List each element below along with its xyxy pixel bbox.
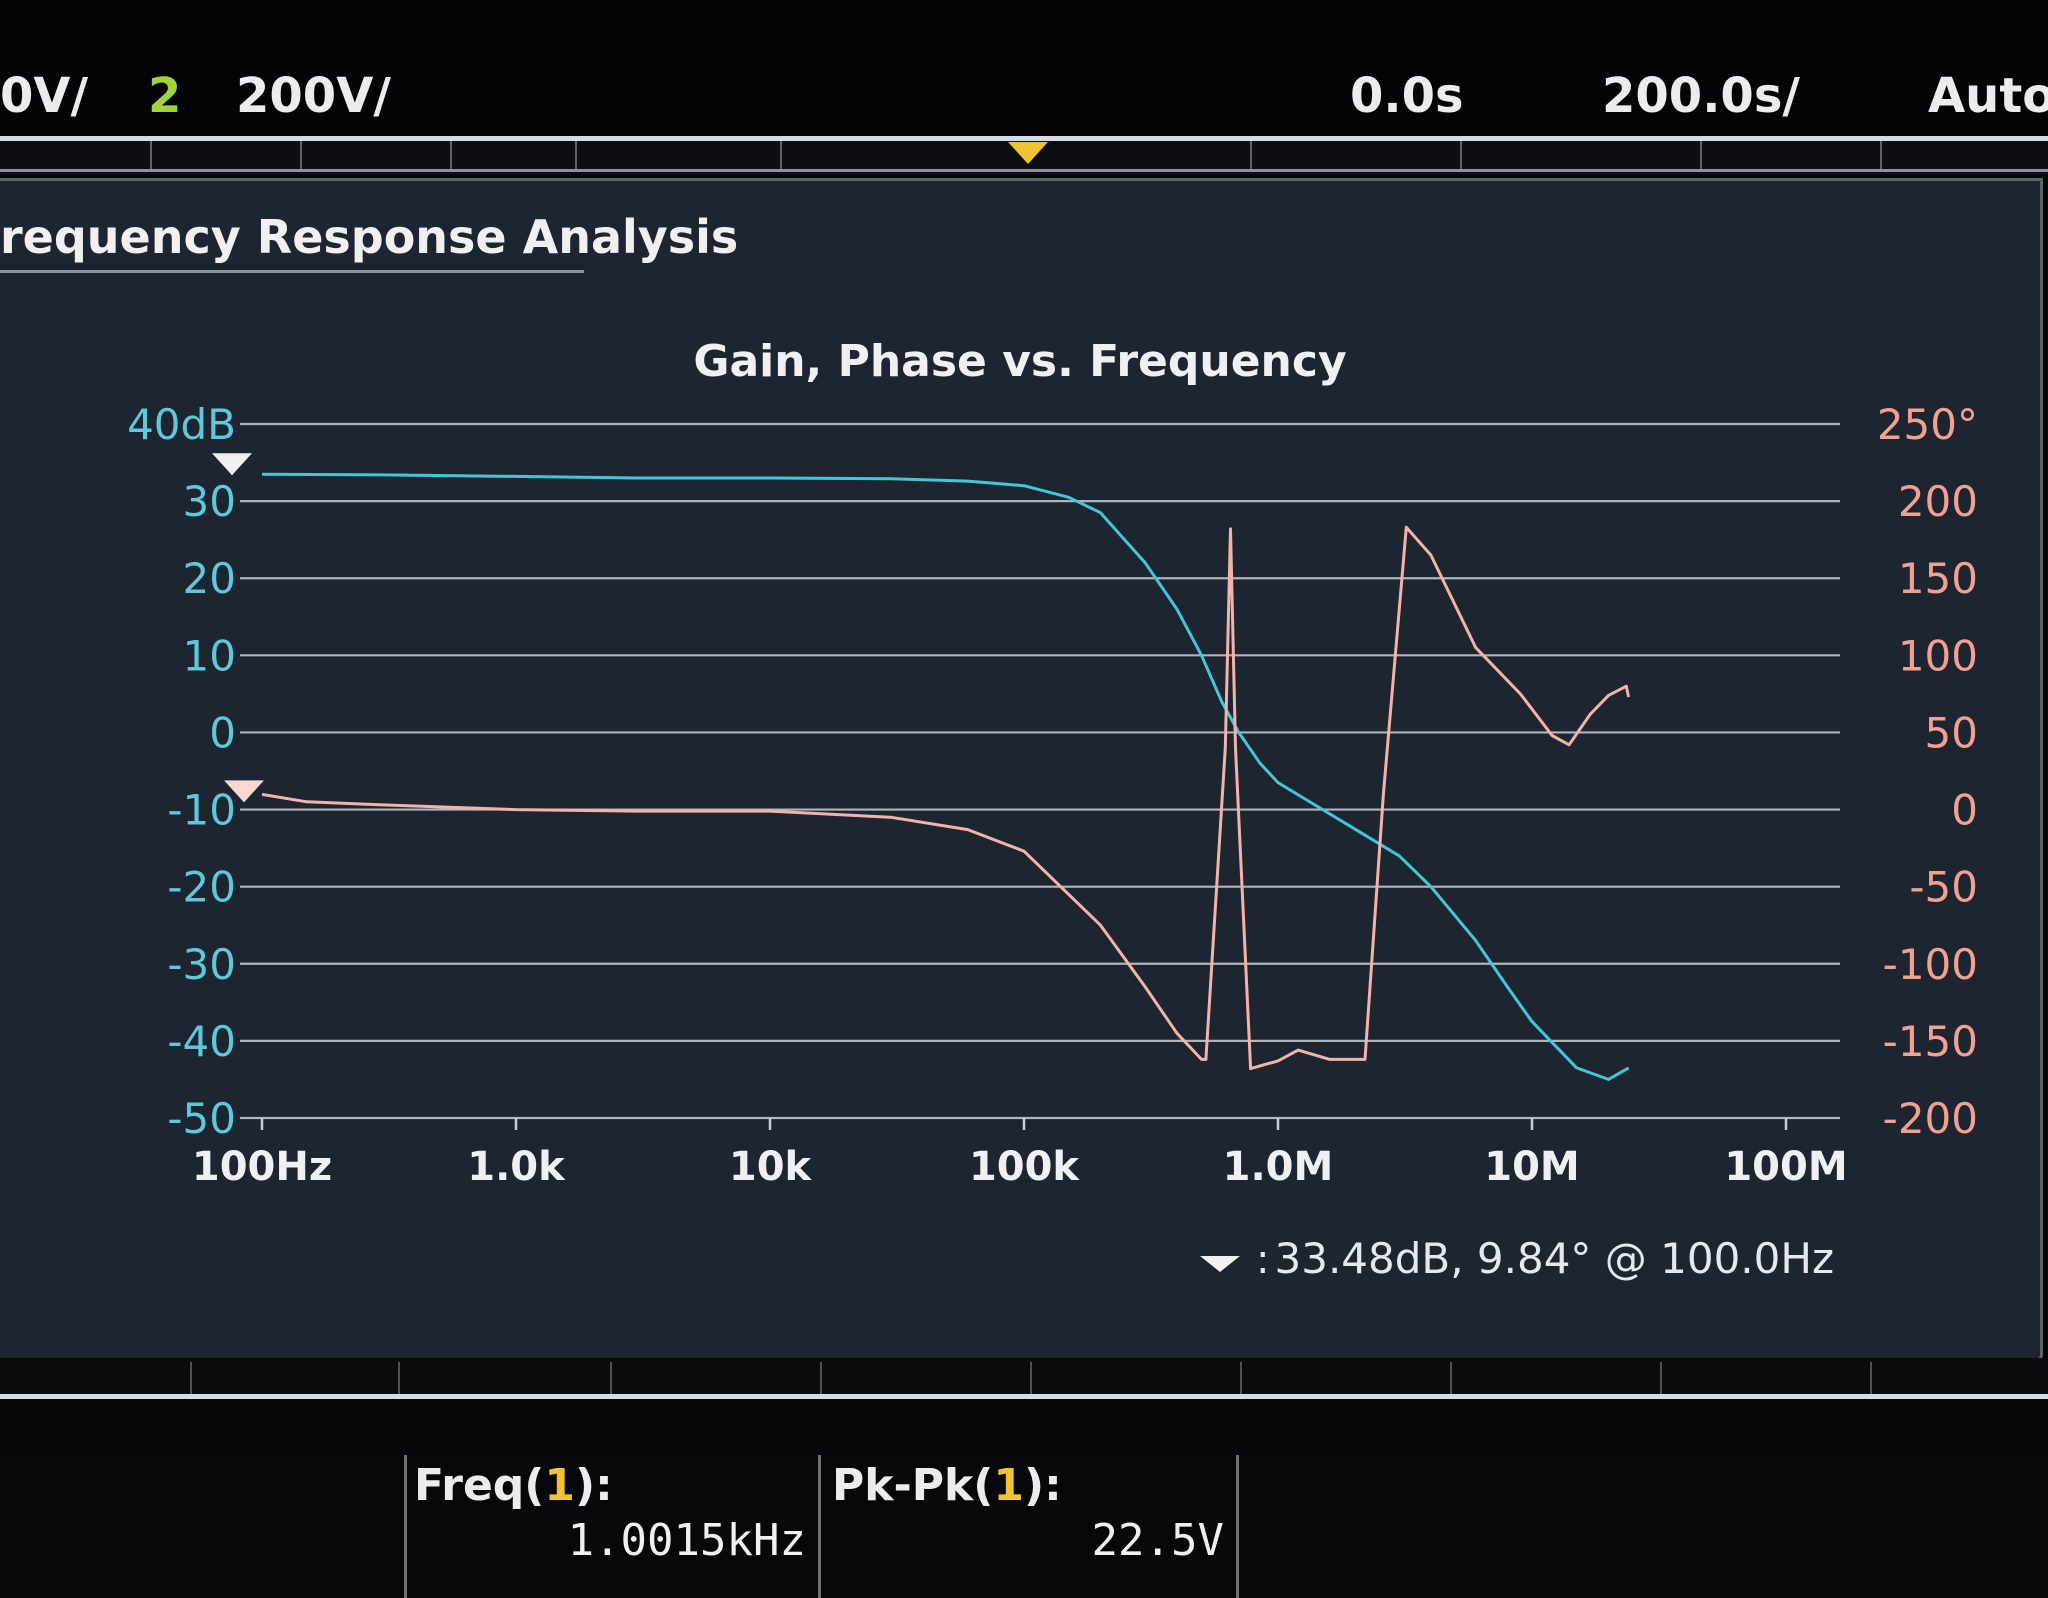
time-delay[interactable]: 0.0s [1350,68,1464,124]
ch2-number[interactable]: 2 [148,68,182,124]
phase-series-line [261,525,1631,1071]
marker-group [212,453,264,803]
left-tick-label: -50 [167,1094,236,1143]
measurement-divider [404,1455,407,1598]
strip-tick [1700,141,1702,169]
measurement-divider [1236,1455,1239,1598]
left-tick-label: -20 [167,863,236,912]
strip-baseline [0,169,2048,172]
time-scale[interactable]: 200.0s/ [1602,68,1800,124]
x-tick-label: 100Hz [192,1144,332,1190]
left-tick-label: 40dB [127,400,236,449]
left-tick-label: 10 [183,631,236,680]
strip-tick [150,141,152,169]
fra-panel [0,178,2043,1364]
strip-tick [1030,1362,1032,1394]
left-y-axis: 40dB 30 20 10 0 -10 -20 -30 -40 -50 [127,400,236,1143]
gain-marker-icon [212,453,252,476]
strip-tick [610,1362,612,1394]
strip-tick [300,141,302,169]
panel-title: requency Response Analysis [0,210,739,264]
lower-divider [0,1394,2048,1399]
x-tick-label: 10k [729,1144,813,1190]
marker-readout-icon [1200,1256,1240,1272]
left-tick-label: 30 [183,477,236,526]
x-tick-label: 1.0k [467,1144,566,1190]
trigger-position-marker[interactable] [1008,142,1048,164]
strip-tick [820,1362,822,1394]
left-tick-label: 0 [209,708,236,757]
right-tick-label: -50 [1909,863,1978,912]
right-tick-label: -100 [1883,940,1978,989]
grid-lines [240,422,1840,1120]
bode-chart: Gain, Phase vs. Frequency 100Hz 1.0k 10k 10… [127,336,1978,1283]
left-tick-label: -40 [167,1017,236,1066]
marker-readout: 33.48dB, 9.84° @ 100.0Hz [1275,1234,1835,1283]
strip-tick [575,141,577,169]
strip-tick [1250,141,1252,169]
panel-title-underline [0,270,584,273]
right-tick-label: -200 [1883,1094,1978,1143]
left-tick-label: -30 [167,940,236,989]
strip-tick [1880,141,1882,169]
x-tick-label: 100k [969,1144,1080,1190]
strip-tick [190,1362,192,1394]
right-tick-label: 150 [1898,554,1978,603]
measurement-pkpk-label[interactable]: Pk-Pk(1): [832,1460,1062,1511]
right-tick-label: 100 [1898,631,1978,680]
measurement-divider [818,1455,821,1598]
meas-label-suffix: ): [1024,1460,1062,1511]
right-tick-label: 0 [1951,786,1978,835]
status-bar: 0V/ 2 200V/ 0.0s 200.0s/ Auto [0,0,2048,140]
measurement-freq-label[interactable]: Freq(1): [414,1460,613,1511]
strip-tick [1460,141,1462,169]
top-divider [0,136,2048,141]
strip-tick [398,1362,400,1394]
meas-label-channel: 1 [993,1460,1025,1511]
right-tick-label: -150 [1883,1017,1978,1066]
x-axis: 100Hz 1.0k 10k 100k 1.0M 10M 100M [192,1118,1848,1190]
lower-scale-strip [0,1358,2048,1398]
left-tick-label: -10 [167,786,236,835]
gain-series-line [261,472,1630,1081]
marker-readout-separator: : [1256,1237,1269,1283]
meas-label-prefix: Freq( [414,1460,545,1511]
trigger-mode[interactable]: Auto [1928,68,2048,124]
strip-tick [1450,1362,1452,1394]
measurement-pkpk-value: 22.5V [1091,1515,1224,1566]
strip-tick [450,141,452,169]
strip-tick [1240,1362,1242,1394]
series-group [261,472,1631,1081]
right-y-axis: 250° 200 150 100 50 0 -50 -100 -150 -200 [1877,400,1978,1143]
x-tick-label: 10M [1484,1144,1579,1190]
right-tick-label: 250° [1877,400,1978,449]
right-tick-label: 50 [1925,708,1978,757]
phase-marker-icon [224,780,264,803]
meas-label-prefix: Pk-Pk( [832,1460,994,1511]
meas-label-suffix: ): [575,1460,613,1511]
ch1-scale[interactable]: 0V/ [0,68,89,124]
measurement-bar [0,1455,2048,1598]
strip-tick [1870,1362,1872,1394]
chart-title: Gain, Phase vs. Frequency [693,336,1346,387]
x-tick-label: 1.0M [1223,1144,1334,1190]
x-tick-label: 100M [1724,1144,1847,1190]
left-tick-label: 20 [183,554,236,603]
right-tick-label: 200 [1898,477,1978,526]
strip-tick [780,141,782,169]
ch2-scale[interactable]: 200V/ [236,68,391,124]
meas-label-channel: 1 [544,1460,576,1511]
strip-tick [1660,1362,1662,1394]
measurement-freq-value: 1.0015kHz [567,1515,806,1566]
